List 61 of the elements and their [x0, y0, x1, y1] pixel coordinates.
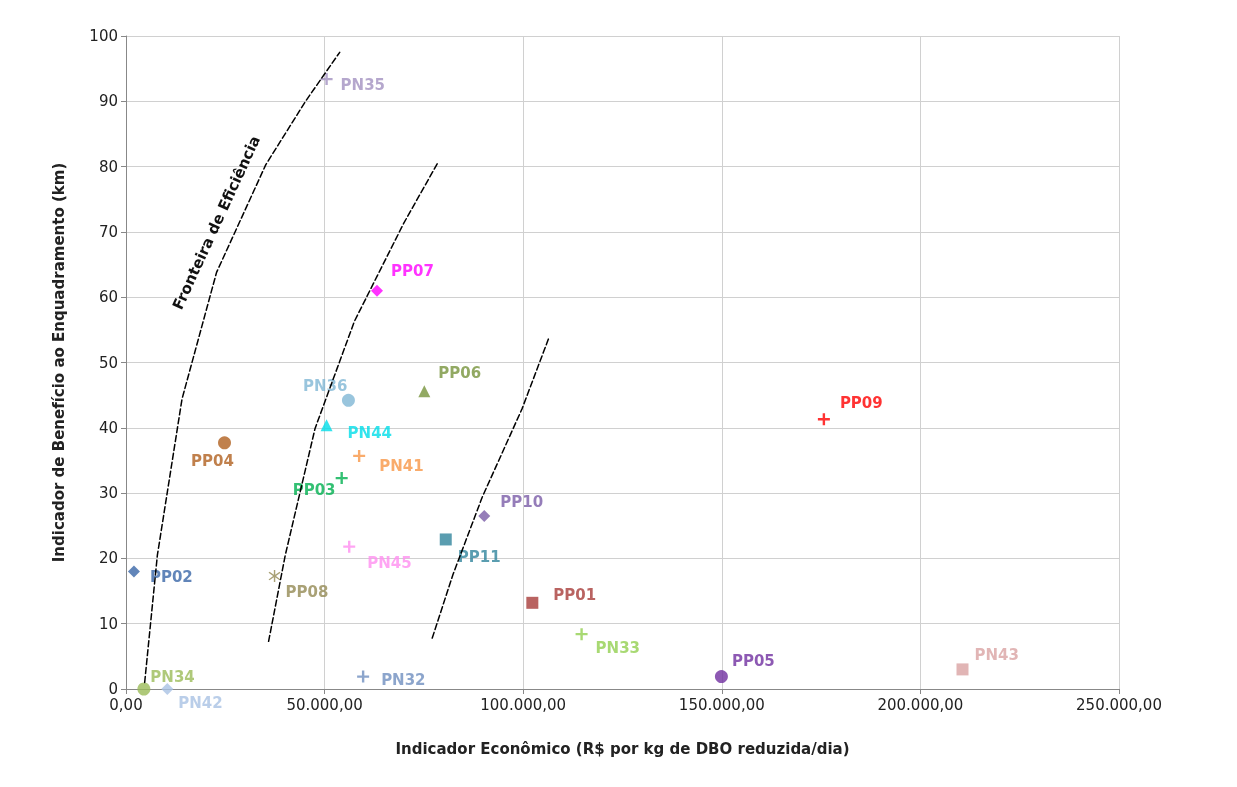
point — [439, 533, 452, 546]
series-label: PN35 — [340, 76, 386, 95]
point — [320, 73, 333, 86]
point — [335, 472, 348, 485]
point — [478, 509, 491, 522]
series-label: PP10 — [500, 492, 544, 511]
y-tick-label: 20 — [98, 549, 118, 568]
line-series — [431, 335, 551, 639]
y-tick-label: 10 — [98, 614, 118, 633]
series-label: PN36 — [302, 377, 348, 396]
point — [526, 596, 539, 609]
point — [320, 419, 333, 432]
x-tick-label: 200.000,00 — [877, 695, 964, 714]
series-label: PN41 — [379, 456, 424, 475]
x-tick-label: 100.000,00 — [480, 695, 567, 714]
series-label: PP06 — [438, 364, 482, 383]
series-label: PN43 — [974, 646, 1019, 665]
series-label: PP04 — [191, 451, 234, 470]
series-label: PP05 — [731, 651, 775, 670]
series-label: PN42 — [178, 694, 223, 712]
point — [357, 670, 370, 683]
y-tick-label: 60 — [98, 288, 118, 307]
point — [817, 413, 830, 426]
series-label: PN33 — [595, 639, 641, 658]
series-label: PN45 — [367, 553, 412, 572]
y-tick-label: 100 — [89, 27, 118, 45]
x-tick-label: 150.000,00 — [678, 695, 765, 714]
point — [371, 284, 384, 297]
x-axis-title: Indicador Econômico (R$ por kg de DBO reduzida/dia) — [395, 739, 850, 758]
y-tick-label: 50 — [98, 353, 118, 372]
series-label: PN34 — [150, 668, 195, 686]
y-tick-label: 70 — [98, 222, 118, 241]
series-label: PP02 — [149, 568, 193, 587]
y-tick-label: 30 — [98, 484, 118, 503]
x-tick-label: 250.000,00 — [1076, 695, 1162, 714]
x-tick-label: 50.000,00 — [286, 695, 363, 714]
y-tick-label: 90 — [98, 92, 118, 111]
x-tick-label: 0,00 — [109, 695, 143, 714]
point — [341, 393, 355, 407]
point — [161, 683, 174, 695]
point — [418, 385, 431, 398]
point — [137, 682, 151, 696]
series-label: PP03 — [292, 481, 336, 500]
point — [956, 663, 969, 676]
point — [127, 565, 140, 578]
point — [343, 540, 356, 553]
series-label: PP07 — [391, 261, 434, 280]
point — [714, 670, 728, 684]
series-label: PP08 — [285, 583, 329, 602]
y-tick-label: 40 — [98, 418, 118, 437]
y-axis-title: Indicador de Benefício ao Enquadramento (km) — [49, 162, 68, 563]
series-label: PP09 — [839, 394, 883, 413]
y-tick-label: 80 — [98, 157, 118, 176]
series-label: PN32 — [381, 670, 426, 689]
point — [575, 628, 588, 641]
point — [218, 436, 232, 450]
series-label: PP01 — [553, 585, 597, 604]
series-label: PN44 — [347, 424, 393, 443]
line-series — [267, 161, 439, 643]
series-label: PP11 — [457, 548, 501, 567]
y-tick-label: 0 — [108, 680, 118, 698]
